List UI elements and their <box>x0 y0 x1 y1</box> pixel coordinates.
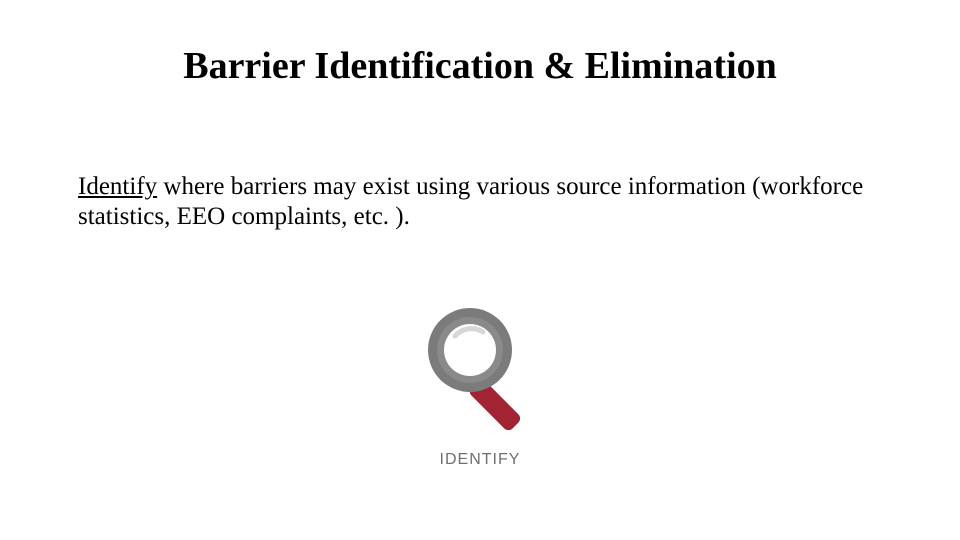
slide: Barrier Identification & Elimination Ide… <box>0 0 960 540</box>
identify-block: IDENTIFY <box>0 298 960 469</box>
body-lead-word: Identify <box>78 173 157 200</box>
body-paragraph: Identify where barriers may exist using … <box>78 172 882 231</box>
body-rest: where barriers may exist using various s… <box>78 173 863 230</box>
magnifying-glass-icon <box>415 298 545 443</box>
identify-label: IDENTIFY <box>440 451 521 469</box>
slide-title: Barrier Identification & Elimination <box>0 44 960 88</box>
